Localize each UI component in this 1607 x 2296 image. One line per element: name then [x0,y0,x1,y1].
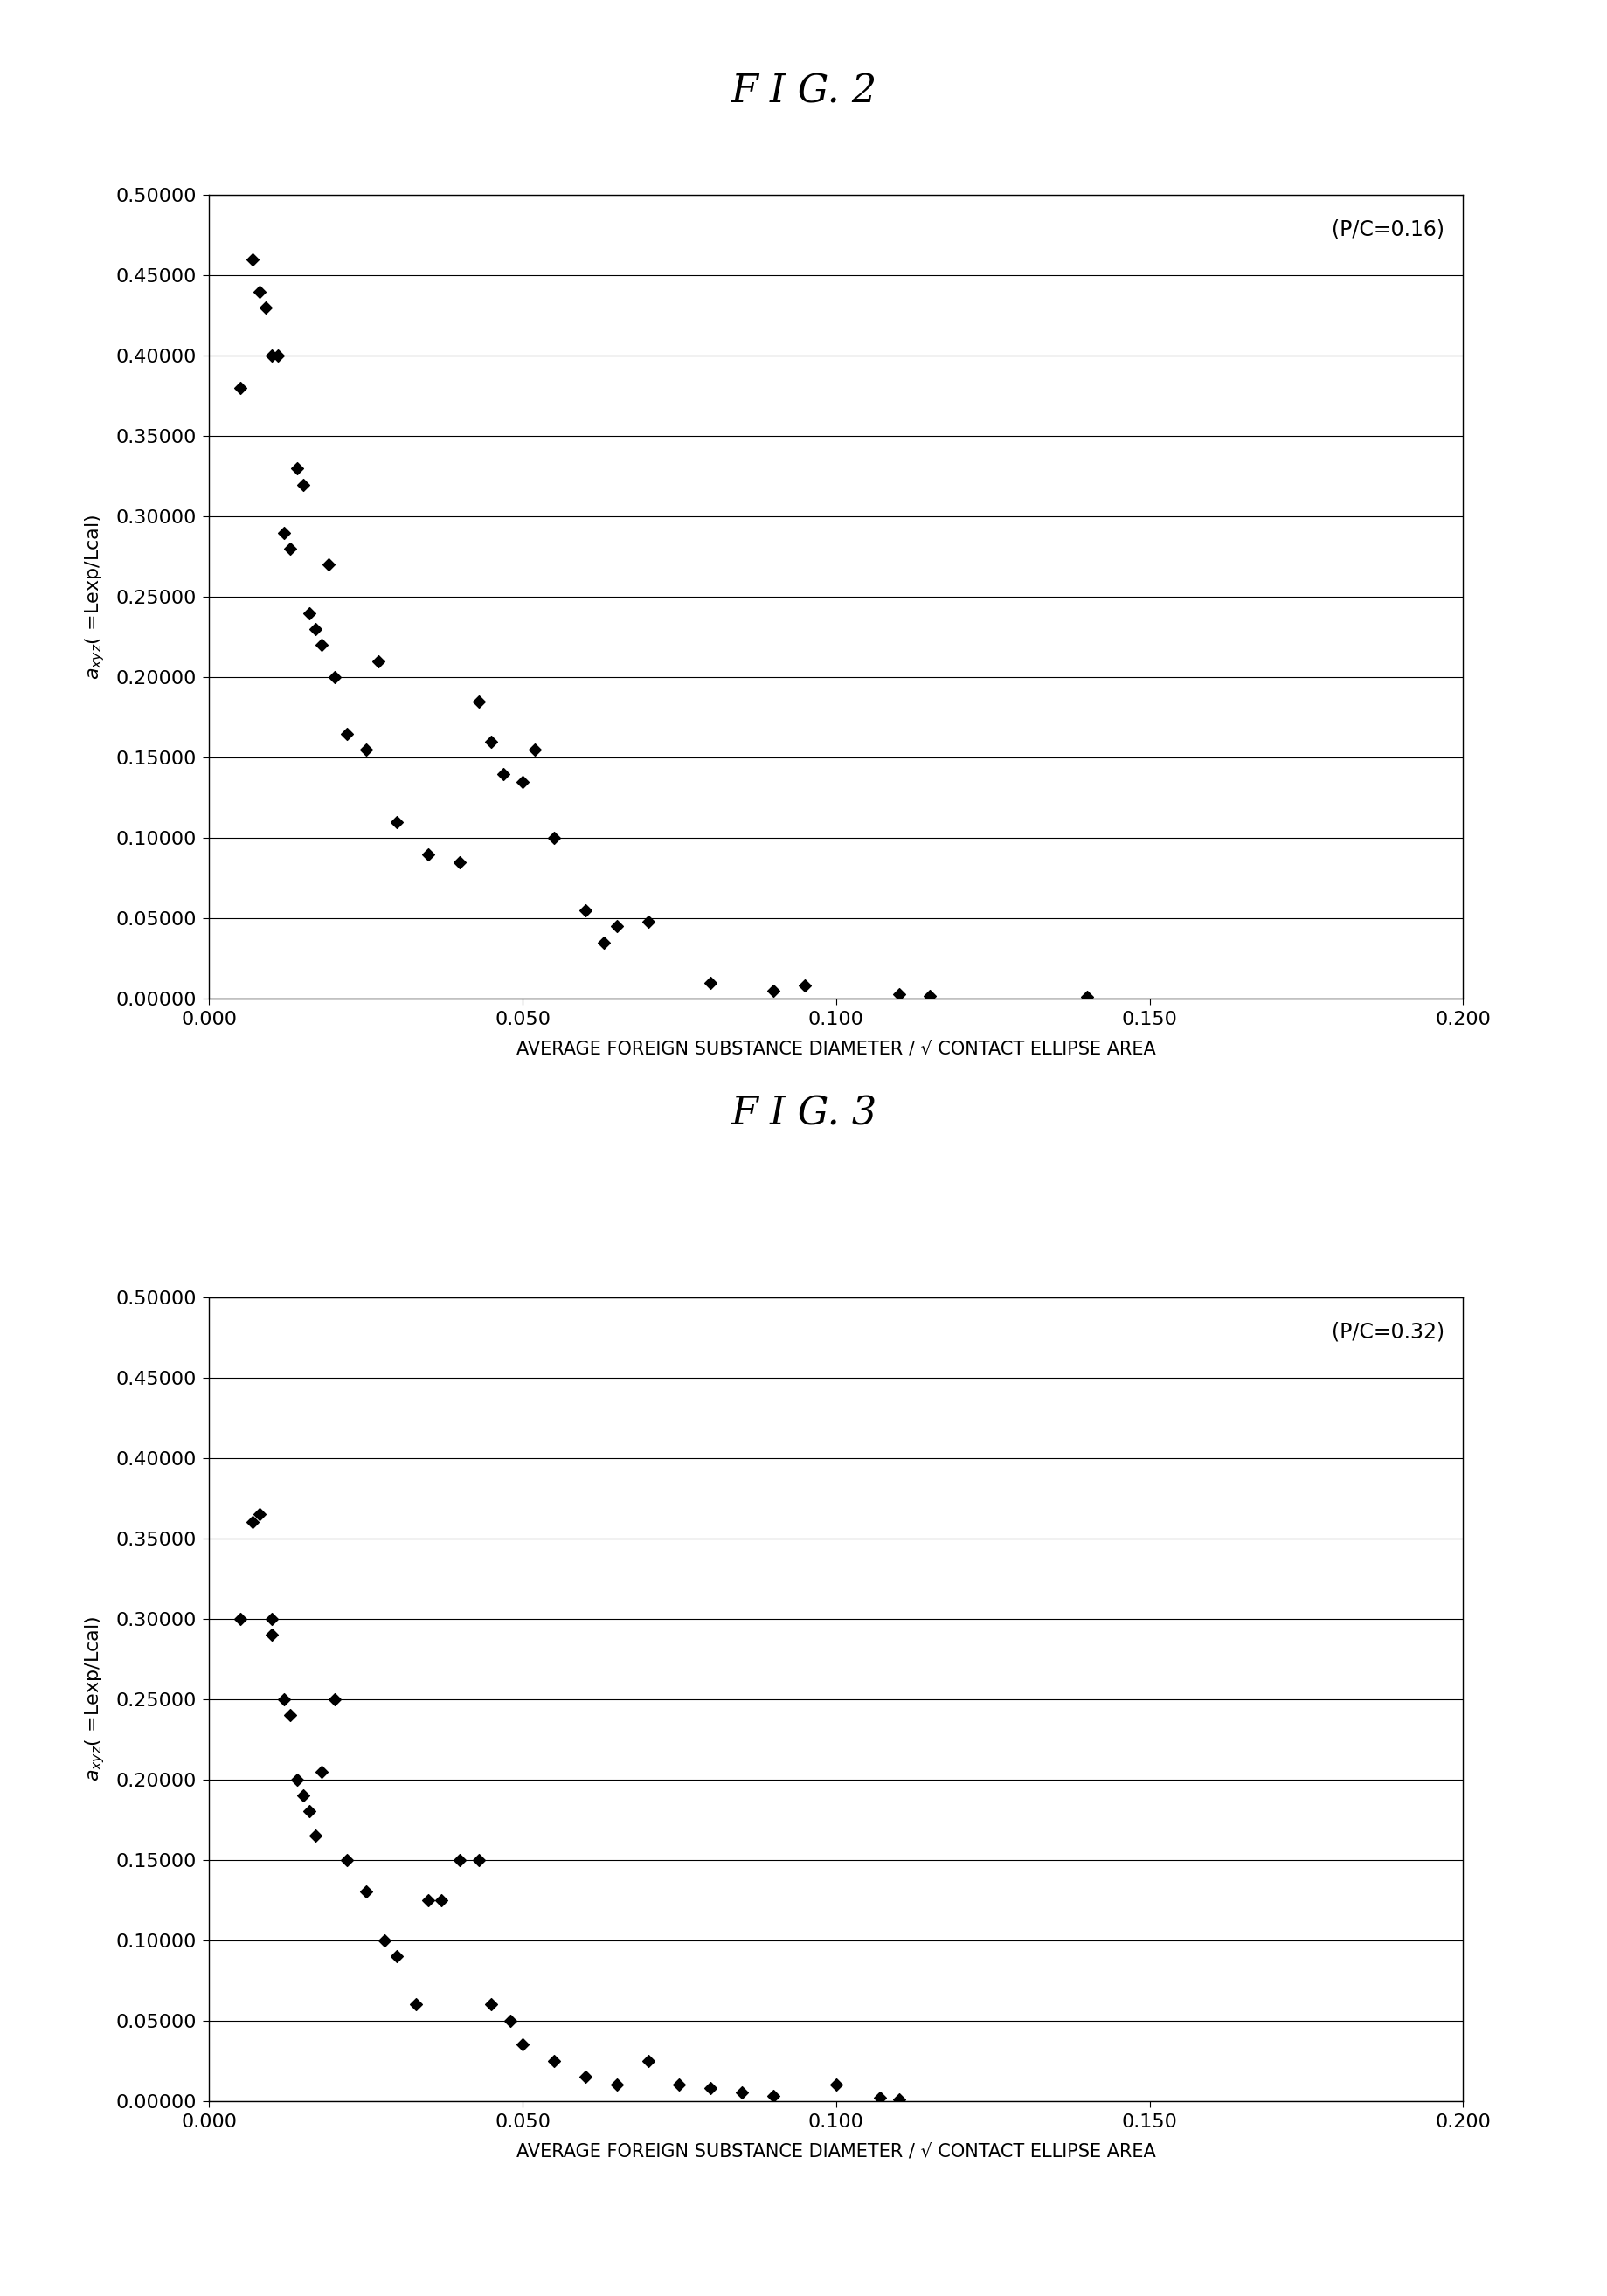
Point [309,627,334,664]
Point [334,1841,360,1878]
Point [447,1841,472,1878]
Text: (P/C=0.16): (P/C=0.16) [1331,220,1443,241]
Point [823,2066,848,2103]
Point [1073,978,1099,1015]
Point [259,338,284,374]
Point [272,514,297,551]
Point [228,370,254,406]
Point [866,2080,892,2117]
Point [296,595,321,631]
Point [354,1874,379,1910]
Point [309,1754,334,1791]
X-axis label: AVERAGE FOREIGN SUBSTANCE DIAMETER / √ CONTACT ELLIPSE AREA: AVERAGE FOREIGN SUBSTANCE DIAMETER / √ C… [516,1040,1155,1058]
Point [447,845,472,882]
Point [239,241,265,278]
Point [315,546,341,583]
Text: (P/C=0.32): (P/C=0.32) [1331,1322,1443,1343]
Point [291,1777,317,1814]
Point [384,1938,410,1975]
Point [259,1600,284,1637]
Point [490,755,516,792]
Point [371,1922,397,1958]
Point [296,1793,321,1830]
Point [416,1883,442,1919]
Point [572,893,598,930]
Point [792,967,818,1003]
Point [667,2066,693,2103]
Point [354,732,379,769]
Point [278,1697,304,1733]
Point [272,1681,297,1717]
Point [591,925,617,962]
Point [522,732,548,769]
Point [572,2060,598,2096]
Point [466,684,492,721]
Point [479,1986,505,2023]
Point [479,723,505,760]
Point [604,2066,630,2103]
Point [334,716,360,753]
Point [321,1681,347,1717]
Point [730,2076,755,2112]
Point [497,2002,522,2039]
Point [259,1616,284,1653]
Point [403,1986,429,2023]
Point [265,338,291,374]
Point [302,1818,328,1855]
Point [284,1761,310,1798]
Point [246,273,272,310]
Point [302,611,328,647]
Point [697,964,723,1001]
Point [540,820,567,856]
Point [635,2043,660,2080]
Point [697,2069,723,2105]
Point [635,902,660,939]
X-axis label: AVERAGE FOREIGN SUBSTANCE DIAMETER / √ CONTACT ELLIPSE AREA: AVERAGE FOREIGN SUBSTANCE DIAMETER / √ C… [516,2142,1155,2161]
Point [278,530,304,567]
Point [416,836,442,872]
Point [916,978,942,1015]
Point [239,1504,265,1541]
Text: F I G. 3: F I G. 3 [731,1095,876,1132]
Y-axis label: $a_{xyz}$( =Lexp/Lcal): $a_{xyz}$( =Lexp/Lcal) [84,514,106,680]
Point [228,1600,254,1637]
Point [760,2078,786,2115]
Y-axis label: $a_{xyz}$( =Lexp/Lcal): $a_{xyz}$( =Lexp/Lcal) [84,1616,106,1782]
Point [246,1497,272,1534]
Point [885,2080,911,2117]
Text: F I G. 2: F I G. 2 [731,73,876,110]
Point [365,643,391,680]
Point [427,1883,453,1919]
Point [509,2027,535,2064]
Point [466,1841,492,1878]
Point [384,804,410,840]
Point [321,659,347,696]
Point [604,909,630,946]
Point [252,289,278,326]
Point [760,974,786,1010]
Point [509,765,535,801]
Point [291,466,317,503]
Point [885,976,911,1013]
Point [284,450,310,487]
Point [540,2043,567,2080]
